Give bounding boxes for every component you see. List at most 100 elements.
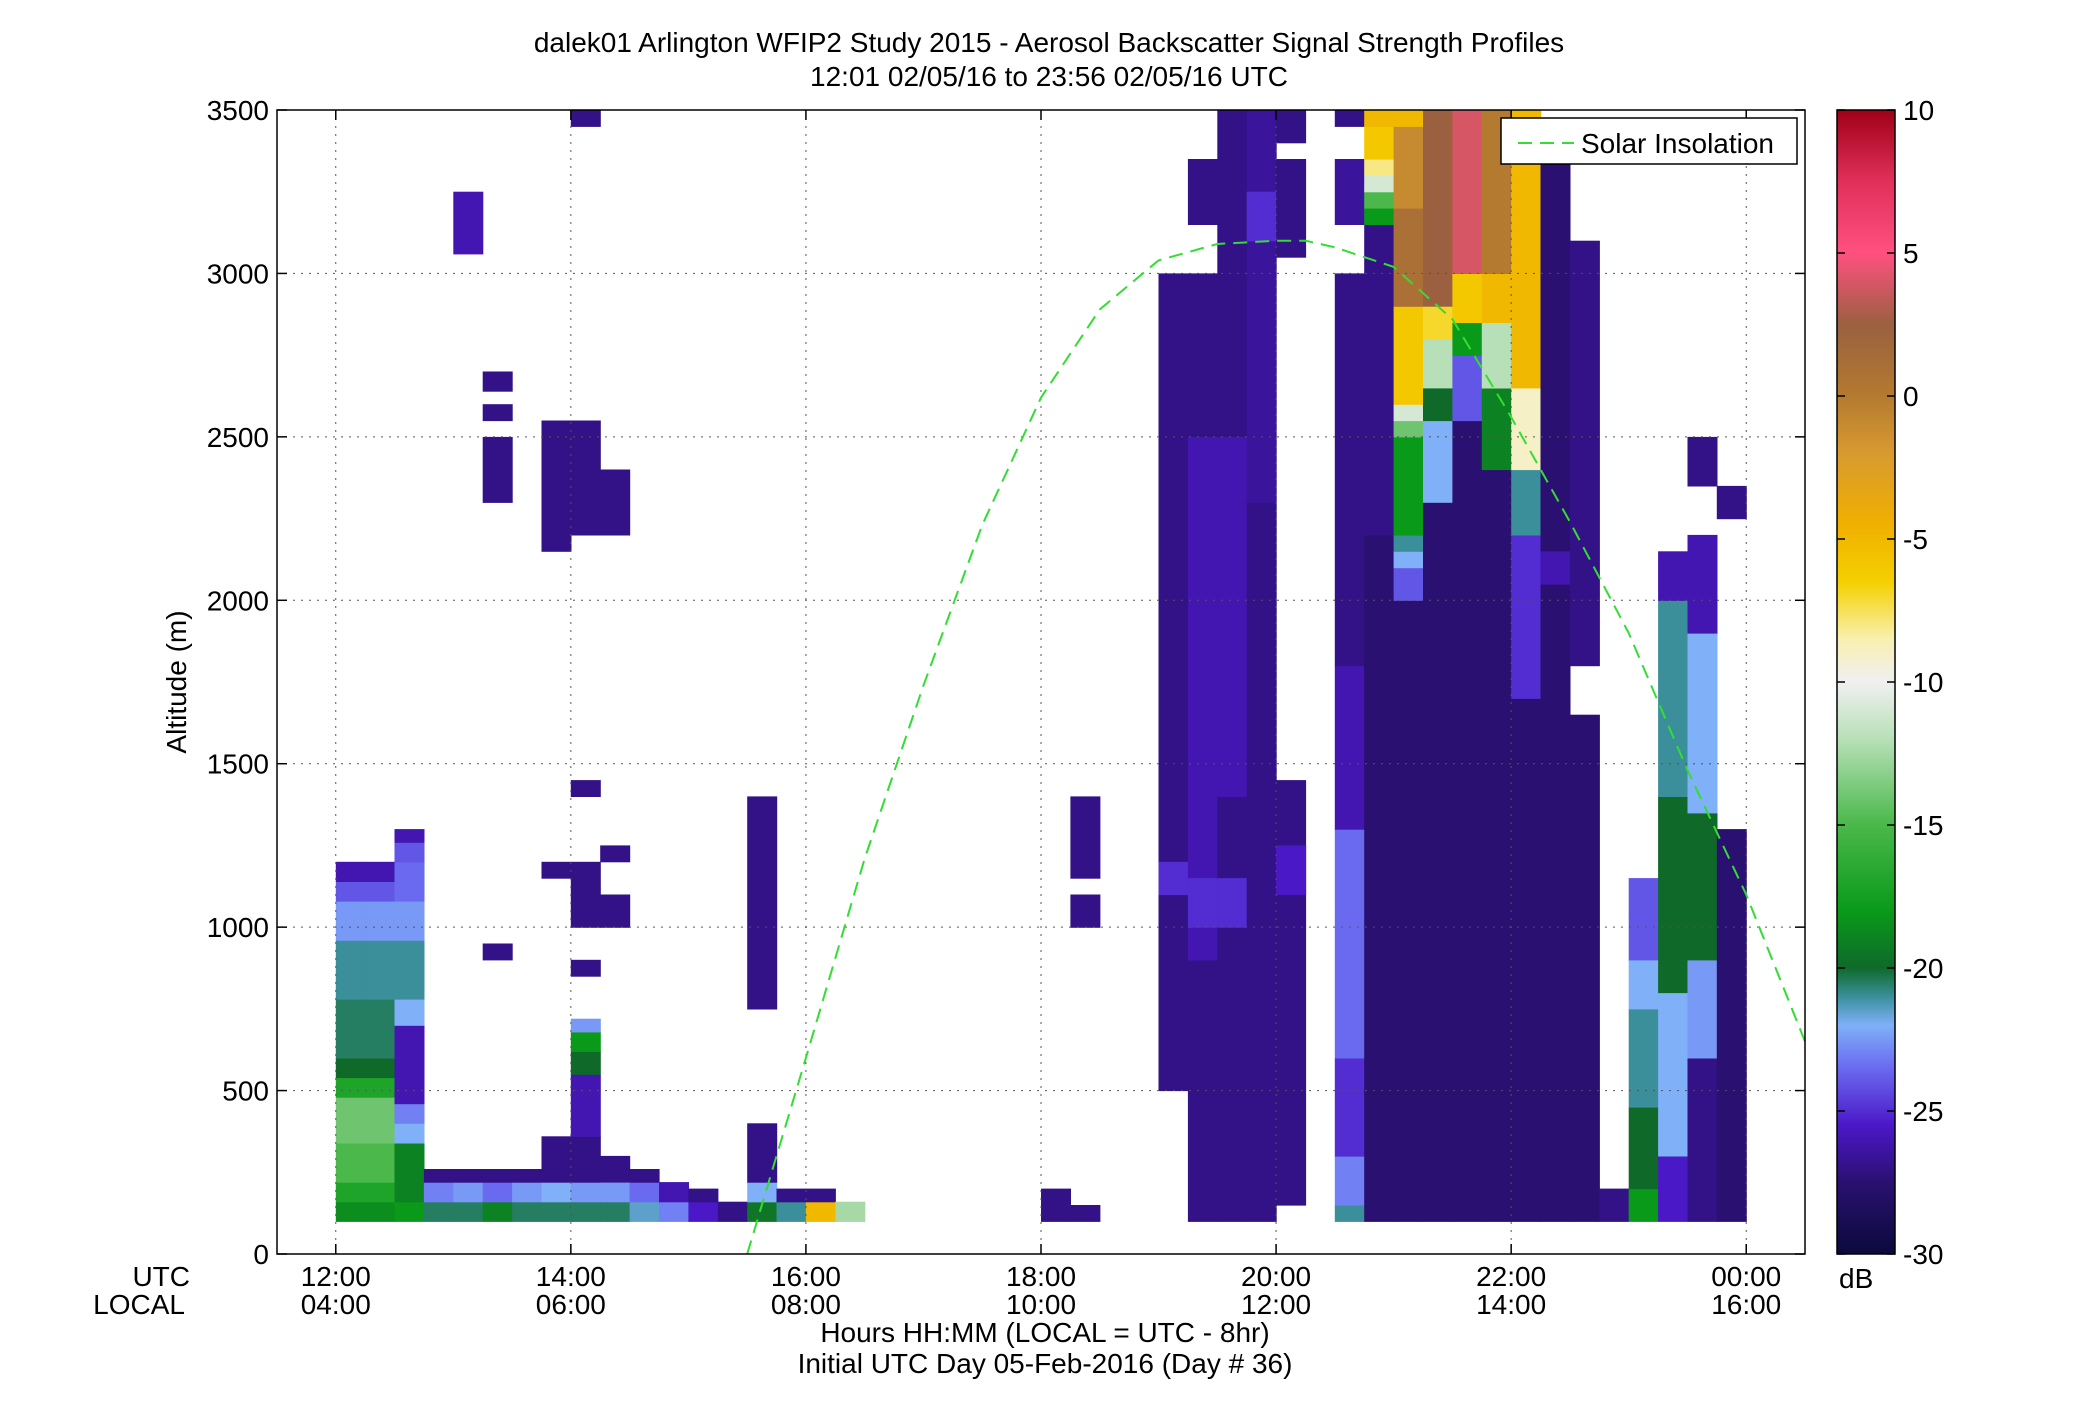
heatmap-cell: [570, 1031, 601, 1052]
x-tick-label-utc: 14:00: [536, 1261, 606, 1292]
heatmap-cell: [453, 191, 484, 255]
chart-subtitle: 12:01 02/05/16 to 23:56 02/05/16 UTC: [810, 61, 1288, 92]
heatmap-cell: [365, 1201, 396, 1222]
heatmap-cell: [512, 1182, 543, 1203]
heatmap-cell: [335, 1142, 366, 1183]
x-tick-label-local: 14:00: [1476, 1289, 1546, 1320]
heatmap-cell: [1187, 436, 1218, 961]
heatmap-cell: [776, 1188, 807, 1203]
heatmap-cell: [1158, 861, 1189, 896]
y-tick-label: 2500: [207, 422, 269, 453]
heatmap-cell: [1393, 551, 1424, 569]
heatmap-cell: [1423, 110, 1453, 307]
heatmap-cell: [453, 1201, 484, 1222]
heatmap-cell: [570, 1051, 601, 1075]
heatmap-cell: [747, 1182, 778, 1203]
heatmap-cell: [570, 959, 601, 977]
heatmap-cell: [1364, 110, 1395, 127]
heatmap-cell: [1364, 175, 1395, 193]
heatmap-cell: [482, 1169, 513, 1183]
legend-frame: [1500, 117, 1798, 165]
heatmap-cell: [365, 1142, 396, 1183]
heatmap-cell: [1364, 534, 1395, 1222]
y-tick-label: 0: [253, 1239, 269, 1270]
heatmap-cell: [1070, 1205, 1101, 1222]
heatmap-cell: [659, 1201, 689, 1222]
heatmap-cell: [453, 1182, 484, 1203]
heatmap-cell: [1628, 1008, 1659, 1108]
heatmap-cell: [365, 861, 396, 882]
heatmap-cell: [1276, 159, 1307, 258]
heatmap-cell: [600, 1201, 631, 1222]
x-tick-label-local: 12:00: [1241, 1289, 1311, 1320]
grid-lines: [277, 110, 1805, 1254]
heatmap-cell: [1716, 829, 1747, 1222]
heatmap-cell: [335, 1201, 366, 1222]
heatmap-cell: [1276, 780, 1307, 1206]
heatmap-cell: [1423, 420, 1453, 503]
heatmap-cell: [1334, 1057, 1365, 1157]
heatmap-cell: [423, 1201, 454, 1222]
heatmap-cell: [512, 1169, 543, 1183]
heatmap-cell: [335, 881, 366, 902]
y-axis-label: Altitude (m): [161, 610, 192, 753]
heatmap-cell: [1628, 1106, 1659, 1190]
heatmap-cell: [1364, 191, 1395, 209]
heatmap-cell: [659, 1182, 689, 1203]
heatmap-cell: [747, 1123, 778, 1183]
heatmap-cell: [1658, 551, 1689, 601]
heatmap-cell: [1687, 633, 1718, 814]
heatmap-cell: [600, 469, 631, 536]
colorbar-tick-label: -20: [1903, 953, 1943, 984]
x-tick-label-local: 08:00: [771, 1289, 841, 1320]
heatmap-cell: [1187, 878, 1218, 928]
heatmap-cell: [570, 1018, 601, 1033]
x-row-label-local: LOCAL: [93, 1289, 185, 1320]
heatmap-cell: [600, 894, 631, 928]
heatmap-cell: [1334, 1205, 1365, 1222]
heatmap-cell: [541, 861, 572, 879]
heatmap-cell: [365, 1077, 396, 1098]
heatmap-cell: [394, 901, 425, 941]
heatmap-cell: [1364, 208, 1395, 225]
heatmap-cell: [423, 1182, 454, 1203]
heatmap-cell: [335, 901, 366, 941]
heatmap-cell: [1364, 126, 1395, 160]
heatmap-cell: [570, 1136, 601, 1183]
heatmap-cell: [335, 940, 366, 1000]
heatmap-cell: [1070, 796, 1101, 879]
heatmap-cell: [394, 861, 425, 902]
heatmap-cell: [394, 1201, 425, 1222]
heatmap-cell: [394, 1123, 425, 1144]
heatmap-cell: [1481, 273, 1512, 323]
heatmap-cell: [365, 1057, 396, 1079]
heatmap-cell: [335, 999, 366, 1059]
heatmap-cell: [1452, 273, 1483, 323]
heatmap-cell: [1628, 878, 1659, 961]
heatmap-cells: [335, 110, 1747, 1222]
y-tick-label: 3500: [207, 95, 269, 126]
y-tick-label: 2000: [207, 585, 269, 616]
heatmap-cell: [1246, 110, 1277, 503]
heatmap-cell: [1569, 714, 1600, 1222]
heatmap-cell: [394, 940, 425, 1000]
heatmap-cell: [570, 1074, 601, 1137]
heatmap-cell: [1452, 355, 1483, 422]
heatmap-cell: [570, 1201, 601, 1222]
heatmap-cell: [1511, 698, 1542, 1222]
heatmap-cell: [1452, 110, 1483, 274]
heatmap-cell: [1393, 436, 1424, 536]
colorbar-tick-label: -30: [1903, 1239, 1943, 1270]
heatmap-cell: [1187, 273, 1218, 438]
heatmap-cell: [570, 780, 601, 797]
heatmap-cell: [1658, 796, 1689, 994]
x-tick-label-local: 04:00: [301, 1289, 371, 1320]
heatmap-cell: [1334, 159, 1365, 225]
heatmap-cell: [1070, 894, 1101, 928]
heatmap-cell: [1334, 829, 1365, 1059]
heatmap-cell: [1687, 436, 1718, 487]
y-tick-label: 3000: [207, 258, 269, 289]
colorbar-ticks: 10 5 0 -5 -10 -15 -20 -25 -30: [1837, 95, 1943, 1270]
heatmap-cell: [1393, 110, 1424, 127]
x-axis-label: Hours HH:MM (LOCAL = UTC - 8hr): [820, 1317, 1269, 1348]
